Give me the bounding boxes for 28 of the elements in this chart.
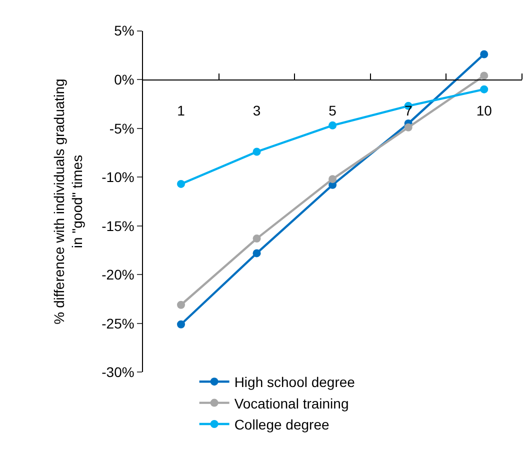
legend-label: College degree <box>234 416 330 432</box>
x-tick-label: 10 <box>476 102 492 118</box>
point <box>328 175 337 184</box>
point <box>404 123 412 132</box>
point <box>177 300 186 309</box>
x-tick-label: 5 <box>328 102 337 118</box>
point <box>480 85 488 94</box>
y-tick-label: 0% <box>114 72 134 88</box>
x-tick-label: 1 <box>177 102 186 118</box>
y-tick-label: -15% <box>102 218 134 234</box>
y-tick-label: 5% <box>114 22 134 39</box>
point <box>252 249 261 258</box>
point <box>480 72 488 80</box>
legend-label: Vocational training <box>234 395 349 412</box>
y-tick-label: -25% <box>102 315 134 332</box>
point <box>480 50 488 58</box>
y-tick-label: -5% <box>109 120 134 136</box>
point <box>177 320 186 328</box>
x-tick-label: 3 <box>252 102 261 118</box>
y-tick-label: -20% <box>102 266 134 283</box>
legend-label: High school degree <box>234 374 356 390</box>
y-tick-label: -30% <box>102 364 134 380</box>
point <box>328 121 337 130</box>
point <box>252 148 261 156</box>
point <box>177 180 186 188</box>
point <box>252 234 261 243</box>
y-tick-label: -10% <box>102 169 134 186</box>
y-axis-title: % difference with individuals graduating in "good" times <box>51 78 86 324</box>
